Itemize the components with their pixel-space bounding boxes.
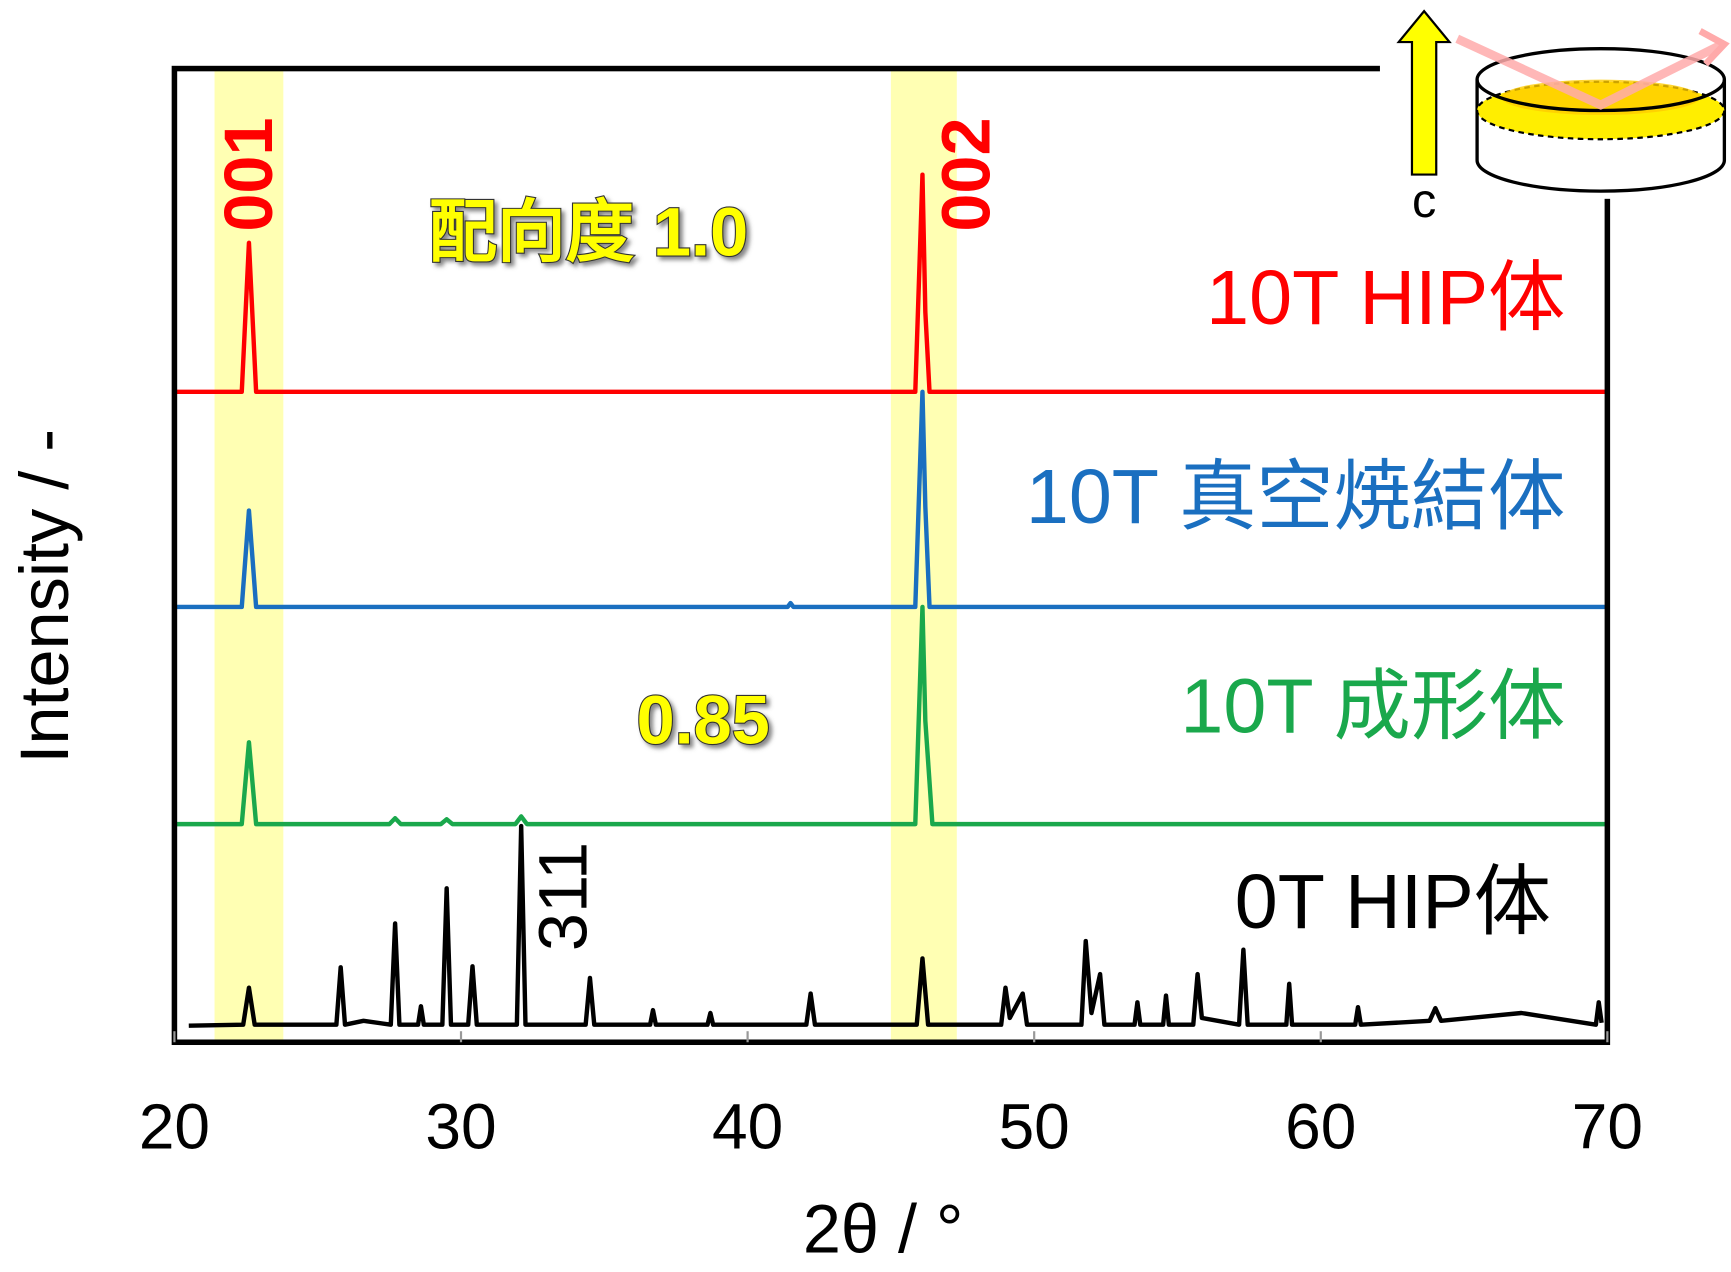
x-tick-label: 60	[1285, 1091, 1356, 1163]
inset-label: c	[1412, 174, 1436, 228]
x-tick-label: 30	[425, 1091, 496, 1163]
x-tick-label: 40	[712, 1091, 783, 1163]
x-axis-label: 2θ / °	[803, 1190, 964, 1267]
peak-label: 311	[525, 842, 602, 951]
legend-label: 10T 成形体	[1180, 664, 1565, 750]
peak-label: 001	[210, 117, 287, 231]
x-tick-label: 20	[139, 1091, 210, 1163]
legend-label: 10T 真空焼結体	[1026, 454, 1566, 540]
x-tick-label: 50	[999, 1091, 1070, 1163]
peak-label: 002	[928, 117, 1005, 231]
legend-label: 0T HIP体	[1235, 859, 1551, 945]
legend-label: 10T HIP体	[1206, 255, 1565, 341]
chart: c 2θ / ° Intensity / - 20 30 40 50 60 70 10T H…	[0, 0, 1731, 1272]
y-axis-label: Intensity / -	[6, 429, 83, 764]
orientation-label: 0.85	[637, 681, 770, 758]
inset-diagram: c	[1380, 0, 1731, 228]
orientation-label: 配向度 1.0	[429, 194, 748, 271]
x-tick-label: 70	[1572, 1091, 1643, 1163]
